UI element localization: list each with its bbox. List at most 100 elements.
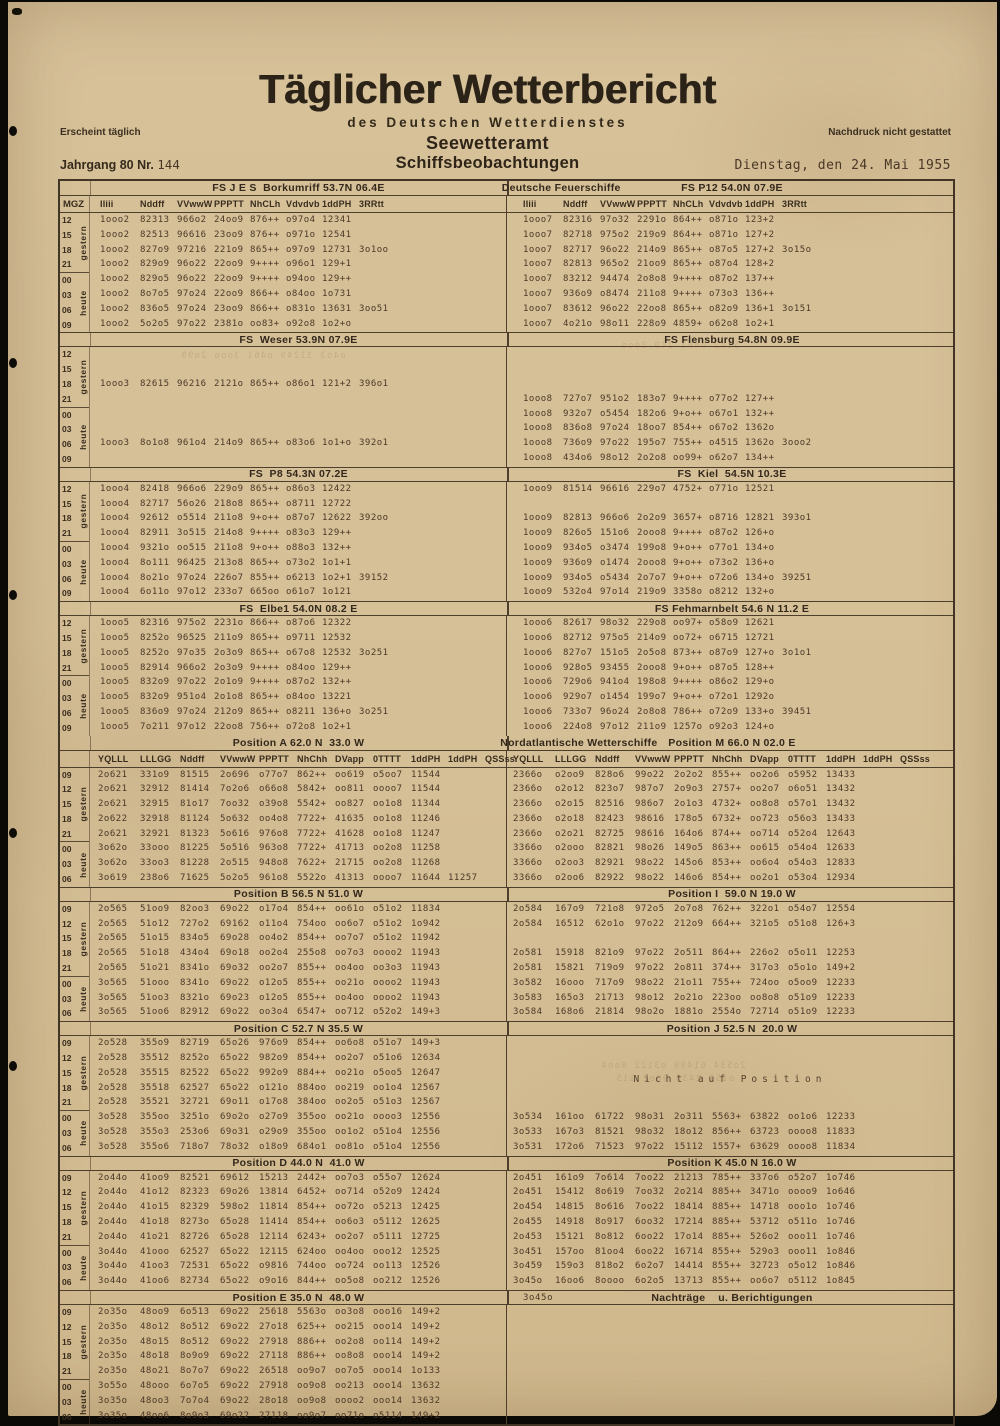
data-cell: ooo16: [373, 1307, 403, 1317]
data-cell: 97o32: [600, 215, 630, 225]
hour-label: 15: [62, 1202, 72, 1213]
data-cell: 82914: [140, 662, 170, 673]
data-cell: o2o18: [555, 813, 585, 824]
data-row: 2o451 161o9 7o614 7oo22 21213 785++ 337o6 o52o7…: [513, 1171, 953, 1186]
data-cell: 1ooo3: [100, 378, 130, 389]
data-row: 2366o o2oo9 828o6 99o22 2o2o2 855++ oo2o6 o5952…: [513, 768, 953, 783]
data-row: 1ooo2 82313 966o2 24oo9 876++ o97o4 12341: [100, 213, 506, 228]
data-cell: 14918: [555, 1217, 585, 1228]
data-cell: oo2o7: [335, 1053, 365, 1064]
data-row: 3o55o 48ooo 6o7o5 69o22 27918 oo9o8 oo213 ooo14…: [98, 1379, 506, 1394]
data-cell: oo2o7: [259, 963, 289, 974]
data-block-left: 2o565 51oo9 82oo3 69o22 o17o4 854++ oo61o o51o2…: [90, 901, 507, 1022]
data-row: 1ooo9 936o9 o1474 2ooo8 9+o++ o73o2 136+o: [523, 556, 953, 571]
data-cell: 12634: [411, 1053, 441, 1064]
data-cell: oo21o: [335, 1067, 365, 1078]
data-row: 3o582 16ooo 717o9 98o22 21o11 755++ 724oo o5oo9…: [513, 976, 953, 991]
data-cell: 3o459: [513, 1261, 543, 1272]
data-row: 3o62o 33ooo 81225 5o516 963o8 7722+ 41713 oo2o8…: [98, 841, 506, 856]
data-cell: 149+3: [411, 1038, 441, 1049]
data-cell: 1ooo4: [100, 498, 130, 509]
data-cell: oo215: [335, 1321, 365, 1332]
data-cell: 3o534: [513, 1112, 543, 1123]
hour-label: 09: [62, 319, 72, 330]
corner-label: [60, 750, 90, 767]
data-cell: 199o7: [637, 692, 667, 703]
data-cell: 9++++: [673, 393, 703, 404]
data-cell: 182o6: [637, 408, 667, 419]
data-cell: 2o584: [513, 918, 543, 929]
data-cell: 2o44o: [98, 1231, 128, 1242]
data-cell: 11544: [411, 784, 441, 795]
data-block-right: [507, 1305, 953, 1424]
data-cell: 41628: [335, 828, 365, 839]
data-cell: 3366o: [513, 858, 543, 869]
data-row: 2o622 32918 81124 5o632 oo4o8 7722+ 41635 oo1o8…: [98, 812, 506, 827]
data-cell: 11943: [411, 977, 441, 988]
data-cell: oo723: [750, 813, 780, 824]
data-cell: 92612: [140, 513, 170, 524]
data-cell: 9+o++: [673, 408, 703, 419]
data-cell: 2o35o: [98, 1366, 128, 1377]
data-cell: 98o22: [635, 977, 665, 988]
data-cell: 127+o: [745, 647, 775, 658]
data-cell: 717o9: [595, 977, 625, 988]
data-cell: 8273o: [180, 1217, 210, 1228]
data-cell: oo6o7: [750, 1276, 780, 1287]
data-cell: 3o583: [513, 992, 543, 1003]
hour-label: 21: [62, 259, 72, 270]
data-block-right: 2o584 167o9 721o8 972o5 2o7o8 762++ 322o1 o54o7…: [507, 902, 953, 1021]
data-cell: 63629: [750, 1141, 780, 1152]
data-cell: 886++: [297, 1336, 327, 1347]
corner-label: MGZ: [60, 196, 90, 212]
data-cell: 3657+: [673, 513, 703, 524]
data-cell: 1ooo6: [523, 721, 553, 732]
hour-label: 18: [62, 1217, 72, 1228]
data-cell: oo7o7: [335, 933, 365, 944]
data-cell: 233o7: [214, 587, 244, 598]
data-cell: 2o1o9: [214, 677, 244, 688]
data-cell: 1o942: [411, 918, 441, 929]
data-row: [513, 1409, 953, 1424]
data-cell: oo81o: [335, 1141, 365, 1152]
data-cell: oooo2: [373, 977, 403, 988]
data-cell: 41oo6: [140, 1276, 170, 1287]
data-cell: 13814: [259, 1187, 289, 1198]
data-cell: 69o23: [220, 992, 250, 1003]
data-cell: oo61o: [335, 903, 365, 914]
hour-column: 09 12 15 18 21 gestern 00 03 06 heute: [60, 1036, 90, 1156]
hour-label: 15: [62, 933, 72, 944]
data-cell: 136+o: [322, 706, 352, 717]
data-cell: 355oo: [297, 1112, 327, 1123]
data-cell: 1ooo5: [100, 662, 130, 673]
station-section: FS P8 54.3N 07.2E FS Kiel 54.5N 10.3E 12 15…: [60, 466, 953, 602]
data-cell: 97o12: [600, 721, 630, 732]
data-cell: 1ooo2: [100, 259, 130, 270]
hour-label: 21: [62, 963, 72, 974]
heute-group: 00 03 06 heute: [60, 1244, 89, 1290]
data-row: 3o44o 41oo6 82734 65o22 o9o16 844++ oo5o8 oo212…: [98, 1274, 506, 1289]
data-cell: oooo8: [788, 1141, 818, 1152]
data-cell: 854++: [297, 1038, 327, 1049]
data-cell: 3o45o: [513, 1276, 543, 1287]
data-cell: 6243+: [297, 1231, 327, 1242]
data-cell: o92o8: [286, 318, 316, 329]
data-cell: 12341: [322, 215, 352, 225]
data-cell: 826o5: [563, 528, 593, 539]
day-label-heute: heute: [78, 693, 88, 719]
hour-label: 18: [62, 378, 72, 389]
data-row: 2o565 51o21 8341o 69o32 oo2o7 855++ oo4oo oo3o3…: [98, 961, 506, 976]
data-cell: 7o7o4: [180, 1395, 210, 1406]
data-cell: 2o5o8: [637, 647, 667, 658]
data-row: 3o528 355oo 3251o 69o2o o27o9 355oo oo21o oooo3…: [98, 1110, 506, 1125]
data-cell: 3oo51: [359, 303, 389, 314]
data-cell: 161o9: [555, 1172, 585, 1183]
data-cell: 27918: [259, 1336, 289, 1347]
data-cell: o77o2: [709, 393, 739, 404]
data-cell: 11414: [259, 1217, 289, 1228]
data-cell: 2o455: [513, 1217, 543, 1228]
data-cell: 1ooo8: [523, 438, 553, 449]
data-cell: 96o22: [600, 244, 630, 255]
data-row: 2o35o 48o18 8o9o9 69o22 27118 886++ oo8o8 ooo14…: [98, 1349, 506, 1364]
data-cell: 96o22: [177, 259, 207, 270]
